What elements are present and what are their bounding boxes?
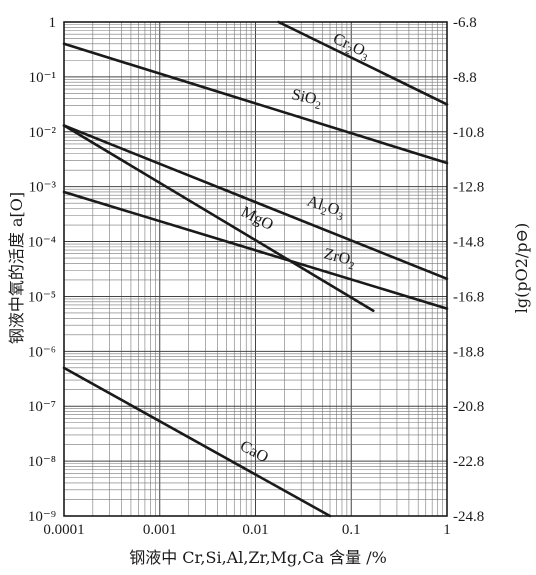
plot-frame [63, 21, 448, 517]
y-tick-label-left: 10⁻⁸ [28, 454, 56, 470]
x-tick-label: 0.01 [242, 522, 268, 538]
y-tick-label-left: 10⁻⁵ [28, 289, 56, 305]
y-tick-label-right: -20.8 [453, 399, 484, 415]
x-tick-label: 0.1 [342, 522, 361, 538]
grid [63, 22, 447, 517]
series-line-mgo [62, 124, 375, 313]
series-line-al2o3 [62, 124, 449, 281]
y-tick-label-right: -16.8 [453, 289, 484, 305]
y-axis-label-right: lg(pO2/p⊖) [512, 223, 531, 313]
y-tick-label-right: -12.8 [453, 180, 484, 196]
series-line-sio2 [62, 42, 449, 165]
series-label-cr2o3: Cr2O3 [329, 30, 373, 65]
series-label-cao: CaO [237, 438, 271, 467]
y-tick-label-right: -22.8 [453, 454, 484, 470]
y-tick-label-left: 10⁻¹ [29, 70, 56, 86]
y-tick-label-right: -18.8 [453, 344, 484, 360]
y-tick-label-right: -24.8 [453, 509, 484, 525]
x-tick-label: 1 [443, 522, 451, 538]
y-tick-label-left: 10⁻⁶ [28, 344, 56, 360]
series-label-al2o3: Al2O3 [304, 193, 347, 224]
series-line-cr2o3 [277, 20, 449, 106]
y-tick-label-left: 10⁻⁷ [28, 399, 56, 415]
y-tick-label-left: 10⁻⁹ [28, 509, 56, 525]
y-tick-label-right: -6.8 [453, 15, 477, 31]
series-label-sio2: SiO2 [290, 86, 324, 112]
y-tick-label-left: 1 [49, 15, 57, 31]
series-lines [62, 20, 449, 518]
y-tick-label-right: -14.8 [453, 235, 484, 251]
series-line-zro2 [62, 190, 449, 310]
y-tick-label-right: -8.8 [453, 70, 477, 86]
y-tick-label-left: 10⁻⁴ [28, 235, 56, 251]
tick-labels: 0.0001 0.001 0.01 0.1 1 1 10⁻¹ 10⁻² 10⁻³ 10⁻⁴ 10⁻⁵… [28, 15, 484, 538]
series-line-cao [62, 366, 332, 518]
series-label-zro2: ZrO2 [321, 245, 357, 272]
x-tick-label: 0.0001 [43, 522, 84, 538]
y-axis-label-left: 钢液中氧的活度 a[O] [7, 192, 26, 344]
x-axis-label: 钢液中 Cr,Si,Al,Zr,Mg,Ca 含量 /% [129, 548, 387, 567]
y-tick-label-right: -10.8 [453, 125, 484, 141]
y-tick-label-left: 10⁻³ [29, 180, 57, 196]
x-tick-label: 0.001 [143, 522, 177, 538]
y-tick-label-left: 10⁻² [29, 125, 57, 141]
